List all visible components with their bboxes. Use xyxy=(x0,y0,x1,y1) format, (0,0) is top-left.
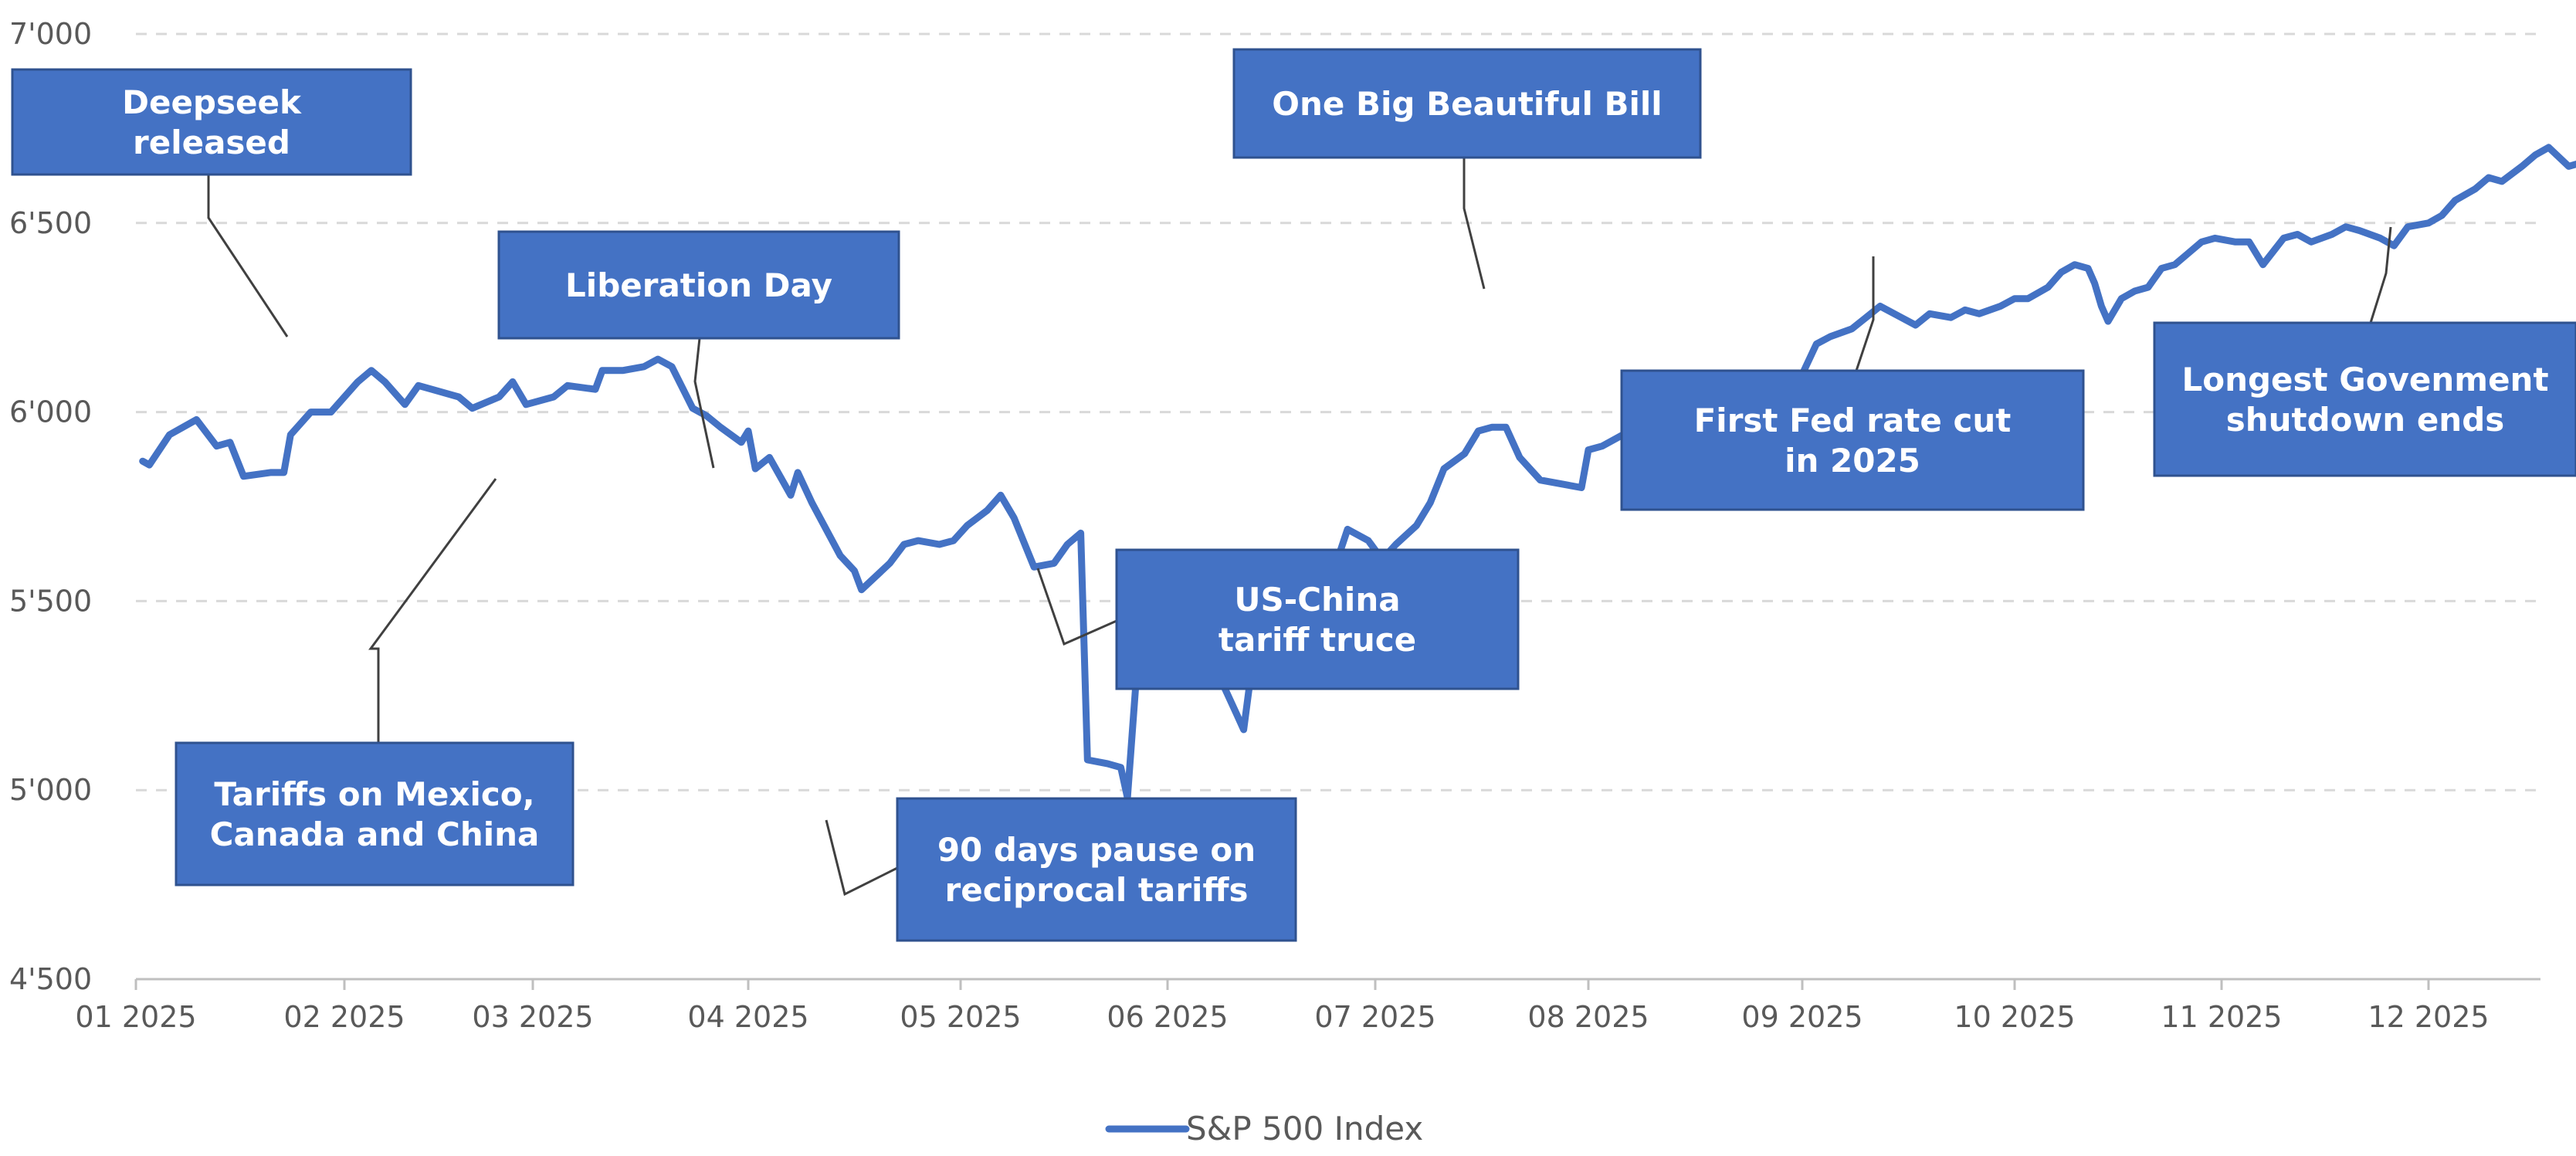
annotation-box-uschina xyxy=(1115,548,1520,690)
x-tick-label: 05 2025 xyxy=(900,1000,1021,1034)
annotation-text-uschina: tariff truce xyxy=(1219,621,1416,659)
y-tick-label: 4'500 xyxy=(9,962,92,996)
x-tick-label: 09 2025 xyxy=(1741,1000,1863,1034)
x-tick-label: 02 2025 xyxy=(283,1000,405,1034)
annotation-leader-tariffs xyxy=(368,478,497,743)
y-tick-label: 6'000 xyxy=(9,395,92,429)
annotation-text-obbb: One Big Beautiful Bill xyxy=(1272,85,1662,123)
x-tick-label: 12 2025 xyxy=(2368,1000,2489,1034)
annotation-leader-deepseek xyxy=(207,175,289,337)
annotation-leader-fed xyxy=(1855,256,1875,371)
annotation-box-deepseek xyxy=(11,68,412,176)
x-tick-label: 03 2025 xyxy=(472,1000,593,1034)
axes: 4'500 5'000 5'500 6'000 6'500 7'000 01 2025 02 … xyxy=(9,17,2540,1034)
annotation-text-pause: reciprocal tariffs xyxy=(945,871,1249,909)
annotation-box-obbb xyxy=(1232,48,1702,159)
legend-label: S&P 500 Index xyxy=(1186,1110,1423,1148)
annotation-leader-obbb xyxy=(1463,158,1486,290)
annotation-text-liberation: Liberation Day xyxy=(565,266,832,304)
y-tick-label: 6'500 xyxy=(9,206,92,240)
annotation-box-shutdown xyxy=(2153,321,2576,477)
series-layer xyxy=(139,144,2576,802)
annotation-leader-liberation xyxy=(693,337,715,469)
annotation-text-pause: 90 days pause on xyxy=(937,831,1256,869)
annotation-text-shutdown: Longest Govenment xyxy=(2181,361,2548,398)
annotation-leader-shutdown xyxy=(2369,226,2392,324)
legend: S&P 500 Index xyxy=(1105,1110,1423,1148)
annotation-text-fed: in 2025 xyxy=(1785,442,1920,480)
annotation-text-deepseek: Deepseek xyxy=(122,83,302,121)
y-tick-label: 7'000 xyxy=(9,17,92,51)
x-tick-label: 06 2025 xyxy=(1107,1000,1228,1034)
annotation-box-liberation xyxy=(497,230,900,340)
x-tick-label: 01 2025 xyxy=(75,1000,196,1034)
annotation-leader-uschina xyxy=(1036,568,1117,646)
x-tick-label: 07 2025 xyxy=(1314,1000,1435,1034)
annotation-box-tariffs xyxy=(175,741,575,886)
x-tick-label: 08 2025 xyxy=(1527,1000,1649,1034)
annotation-text-fed: First Fed rate cut xyxy=(1694,402,2012,439)
x-tick-label: 04 2025 xyxy=(687,1000,808,1034)
annotation-box-fed xyxy=(1620,369,2085,511)
annotation-text-deepseek: released xyxy=(133,124,290,161)
annotation-box-pause xyxy=(896,797,1297,942)
x-tick-label: 10 2025 xyxy=(1954,1000,2075,1034)
sp500-series-line xyxy=(139,144,2576,802)
y-tick-label: 5'500 xyxy=(9,584,92,618)
annotation-text-tariffs: Canada and China xyxy=(210,815,540,853)
y-tick-label: 5'000 xyxy=(9,773,92,807)
x-tick-label: 11 2025 xyxy=(2161,1000,2282,1034)
annotation-leader-pause xyxy=(825,819,898,897)
annotation-text-tariffs: Tariffs on Mexico, xyxy=(214,775,534,813)
annotation-text-shutdown: shutdown ends xyxy=(2226,401,2505,439)
annotation-text-uschina: US-China xyxy=(1234,581,1400,619)
